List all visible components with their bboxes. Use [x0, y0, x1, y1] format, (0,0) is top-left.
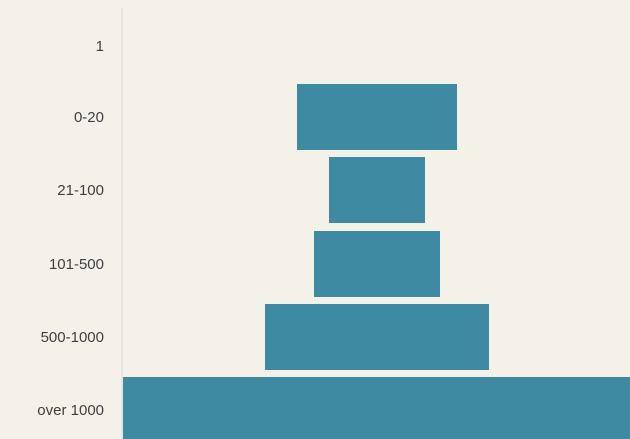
category-label: 101-500 [49, 256, 104, 273]
category-label: 1 [96, 38, 104, 55]
bar-over-1000 [123, 377, 630, 439]
category-label: 21-100 [57, 182, 104, 199]
category-label: over 1000 [37, 402, 104, 419]
bar-21-100 [329, 157, 425, 223]
bars [123, 84, 630, 439]
category-label: 0-20 [74, 109, 104, 126]
bar-0-20 [297, 84, 457, 150]
category-label: 500-1000 [41, 329, 104, 346]
bar-500-1000 [265, 304, 489, 370]
bar-101-500 [314, 231, 440, 297]
category-labels: 1 0-20 21-100 101-500 500-1000 over 1000 [37, 38, 104, 419]
